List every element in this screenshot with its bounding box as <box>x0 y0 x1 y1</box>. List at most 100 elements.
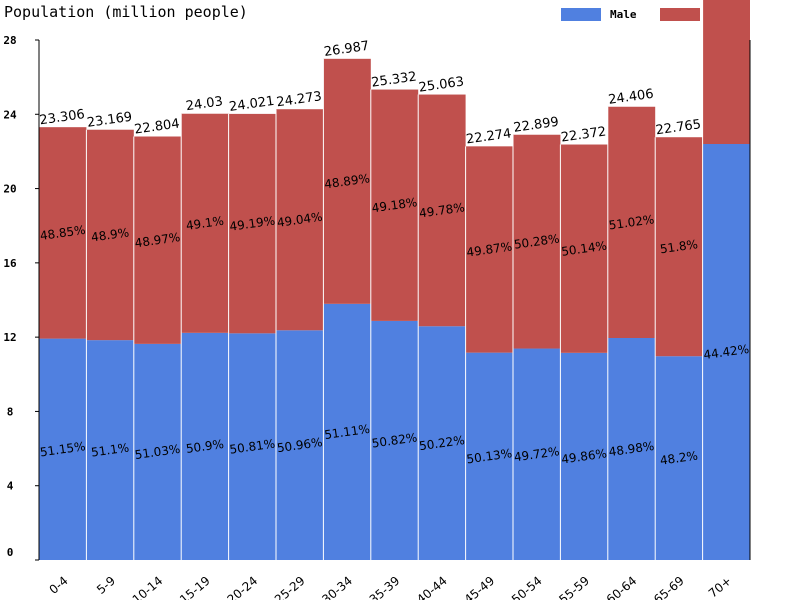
female-percent-label: 48.97% <box>134 230 181 250</box>
x-tick-label: 10-14 <box>130 574 166 600</box>
bar-male-5-9 <box>86 340 134 560</box>
bar-male-45-49 <box>465 352 513 560</box>
bar-male-60-64 <box>607 337 656 560</box>
y-tick-label: 20 <box>3 183 16 196</box>
male-percent-label: 48.98% <box>608 439 655 459</box>
legend-male-swatch <box>561 8 601 21</box>
male-percent-label: 51.1% <box>90 440 130 459</box>
male-percent-label: 50.9% <box>185 437 225 456</box>
x-tick-label: 70+ <box>706 574 734 600</box>
total-label: 23.169 <box>86 110 133 131</box>
total-label: 22.899 <box>513 115 560 136</box>
bar-male-40-44 <box>418 326 466 560</box>
male-percent-label: 50.81% <box>229 437 276 457</box>
bar-male-35-39 <box>370 320 419 560</box>
total-label: 22.372 <box>560 124 607 145</box>
legend-male-label: Male <box>610 8 637 21</box>
female-percent-label: 49.78% <box>418 200 465 220</box>
male-percent-label: 49.72% <box>513 444 560 464</box>
female-percent-label: 50.28% <box>513 232 560 252</box>
total-label: 22.765 <box>655 117 702 138</box>
male-percent-label: 44.42% <box>703 342 750 362</box>
x-tick-label: 65-69 <box>651 574 687 600</box>
bar-female-40-44 <box>418 94 466 327</box>
bar-male-65-69 <box>655 356 703 560</box>
x-tick-label: 55-59 <box>556 574 592 600</box>
bar-male-55-59 <box>560 352 608 560</box>
bar-male-25-29 <box>276 330 324 560</box>
bar-female-50-54 <box>513 134 561 349</box>
total-label: 22.804 <box>133 116 180 137</box>
total-label: 24.406 <box>607 87 654 108</box>
female-percent-label: 51.8% <box>659 237 699 256</box>
bar-female-0-4 <box>39 127 87 339</box>
bar-male-70+ <box>702 144 750 560</box>
male-percent-label: 49.86% <box>560 446 607 466</box>
female-percent-label: 50.14% <box>560 239 607 259</box>
x-tick-label: 60-64 <box>604 574 640 600</box>
bar-female-65-69 <box>655 137 703 357</box>
female-percent-label: 49.04% <box>276 210 323 230</box>
bar-female-20-24 <box>228 113 276 334</box>
y-tick-label: 12 <box>3 331 16 344</box>
y-tick-label: 28 <box>3 34 16 47</box>
female-percent-label: 51.02% <box>608 212 655 232</box>
x-tick-label: 15-19 <box>177 574 213 600</box>
bar-female-15-19 <box>181 113 229 333</box>
female-percent-label: 49.87% <box>466 239 513 259</box>
total-label: 23.306 <box>39 107 86 128</box>
total-label: 22.274 <box>465 126 512 147</box>
bar-male-50-54 <box>513 348 561 560</box>
x-tick-label: 50-54 <box>509 574 545 600</box>
female-percent-label: 48.85% <box>39 223 86 243</box>
x-tick-label: 20-24 <box>225 574 261 600</box>
x-tick-label: 40-44 <box>414 574 450 600</box>
bar-female-55-59 <box>560 144 608 353</box>
bar-male-15-19 <box>181 332 229 560</box>
bar-female-60-64 <box>607 106 656 338</box>
bar-male-10-14 <box>133 343 182 560</box>
total-label: 25.332 <box>370 69 417 90</box>
bar-female-45-49 <box>465 146 513 353</box>
female-percent-label: 48.9% <box>90 225 130 244</box>
male-percent-label: 50.13% <box>466 446 513 466</box>
male-percent-label: 50.82% <box>371 430 418 450</box>
chart-title: Population (million people) <box>4 3 248 21</box>
bar-male-20-24 <box>228 333 276 560</box>
y-tick-label: 0 <box>7 546 14 559</box>
male-percent-label: 50.96% <box>276 435 323 455</box>
female-percent-label: 49.19% <box>229 213 276 233</box>
bar-male-0-4 <box>39 338 87 560</box>
bar-female-10-14 <box>133 136 182 344</box>
total-label: 24.021 <box>228 94 275 115</box>
y-tick-label: 8 <box>7 405 14 418</box>
male-percent-label: 50.22% <box>418 433 465 453</box>
y-tick-label: 4 <box>7 480 14 493</box>
bar-female-5-9 <box>86 129 134 341</box>
y-tick-label: 24 <box>3 108 17 121</box>
male-percent-label: 51.15% <box>39 439 86 459</box>
male-percent-label: 48.2% <box>659 449 699 468</box>
y-tick-label: 16 <box>3 257 17 270</box>
female-percent-label: 49.18% <box>371 195 418 215</box>
x-tick-label: 0-4 <box>47 574 71 597</box>
x-tick-label: 45-49 <box>462 574 498 600</box>
bar-female-30-34 <box>323 58 371 304</box>
total-label: 24.273 <box>276 89 323 110</box>
x-tick-label: 25-29 <box>272 574 308 600</box>
total-label: 24.03 <box>185 94 224 114</box>
total-label: 25.063 <box>418 74 465 95</box>
bar-female-25-29 <box>276 109 324 331</box>
female-percent-label: 49.1% <box>185 214 225 233</box>
x-tick-label: 30-34 <box>319 574 355 600</box>
male-percent-label: 51.03% <box>134 442 181 462</box>
x-tick-label: 5-9 <box>94 574 118 597</box>
male-percent-label: 51.11% <box>323 422 370 442</box>
bar-female-70+ <box>702 0 750 144</box>
bar-male-30-34 <box>323 303 371 560</box>
x-tick-label: 35-39 <box>367 574 403 600</box>
legend-female-swatch <box>660 8 700 21</box>
total-label: 26.987 <box>323 39 370 60</box>
